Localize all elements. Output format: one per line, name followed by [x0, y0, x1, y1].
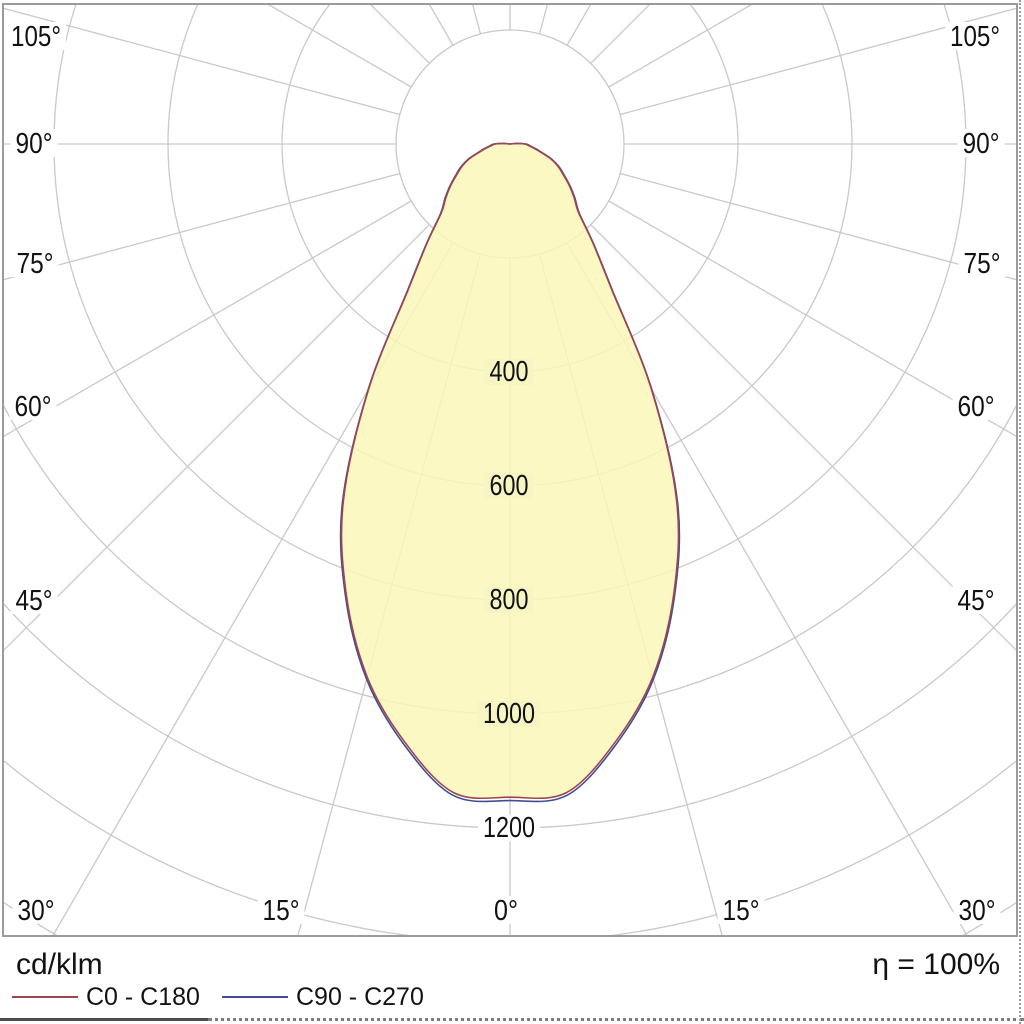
- angle-label-bg: [953, 896, 1001, 924]
- grid-ray-105: [619, 7, 1016, 116]
- angle-label-75deg: 75°: [17, 248, 54, 280]
- plot-frame: [2, 3, 1018, 937]
- grid-ray-300: [4, 200, 412, 437]
- grid-ray-330: [52, 242, 454, 935]
- ring-label-600: 600: [490, 470, 529, 502]
- angle-label-bg: [945, 22, 1005, 50]
- angle-label-bg: [952, 586, 1000, 614]
- window-edge-right-dotted: [1019, 0, 1021, 1024]
- ring-label-1000: 1000: [483, 698, 535, 730]
- angle-label-bg: [958, 249, 1006, 277]
- legend-line-c0-c180: [12, 996, 78, 998]
- ring-label-400: 400: [490, 356, 529, 388]
- curve-c0-c180: [340, 142, 680, 800]
- angle-label-60deg: 60°: [15, 391, 52, 423]
- ring-label-1200: 1200: [483, 812, 535, 844]
- grid-ray-75: [619, 172, 1016, 281]
- ring-label-bg: [478, 815, 540, 841]
- window-edge-bottom-dotted: [208, 1018, 1024, 1021]
- angle-label-15deg: 15°: [723, 895, 760, 927]
- ring-label-800: 800: [490, 584, 529, 616]
- angle-label-15deg: 15°: [263, 895, 300, 927]
- angle-label-90deg: 90°: [16, 128, 53, 160]
- lobe-fill: [341, 143, 679, 799]
- angle-label-bg: [717, 896, 765, 924]
- angle-label-bg: [257, 896, 305, 924]
- grid-ray-165: [538, 5, 548, 35]
- legend-line-c90-c270: [222, 996, 288, 998]
- ring-label-bg: [484, 359, 534, 385]
- efficiency-label: η = 100%: [872, 948, 1000, 981]
- angle-label-90deg: 90°: [963, 128, 1000, 160]
- angle-label-30deg: 30°: [959, 895, 996, 927]
- grid-ray-45: [590, 224, 1016, 651]
- grid-ray-195: [472, 5, 482, 35]
- angle-label-105deg: 105°: [950, 21, 1000, 53]
- grid-ray-30: [566, 242, 968, 935]
- angle-label-bg: [12, 896, 60, 924]
- angle-label-bg: [11, 249, 59, 277]
- angle-label-bg: [10, 129, 58, 157]
- ring-label-bg: [484, 587, 534, 613]
- grid-ray-315: [4, 224, 430, 651]
- grid-ray-60: [608, 200, 1016, 437]
- legend-label-c0-c180: C0 - C180: [86, 983, 200, 1011]
- window-edge-bottom-solid: [0, 1018, 208, 1021]
- grid-ray-285: [4, 172, 401, 281]
- angle-label-105deg: 105°: [11, 21, 61, 53]
- ring-label-bg: [484, 473, 534, 499]
- angle-label-bg: [952, 392, 1000, 420]
- angle-label-45deg: 45°: [958, 585, 995, 617]
- ring-label-bg: [478, 701, 540, 727]
- angle-label-bg: [489, 896, 523, 924]
- intensity-lobe: [339, 142, 681, 803]
- units-label: cd/klm: [16, 948, 103, 981]
- angle-label-bg: [9, 392, 57, 420]
- angle-label-45deg: 45°: [16, 585, 53, 617]
- angle-label-0deg: 0°: [494, 895, 518, 927]
- grid-ray-210: [428, 5, 454, 46]
- angle-label-75deg: 75°: [964, 248, 1001, 280]
- angle-label-bg: [6, 22, 66, 50]
- angle-label-60deg: 60°: [958, 391, 995, 423]
- legend-item-c0-c180: C0 - C180: [12, 984, 200, 1010]
- grid-ray-255: [4, 7, 401, 116]
- angle-label-bg: [10, 586, 58, 614]
- legend-label-c90-c270: C90 - C270: [296, 983, 424, 1011]
- legend-item-c90-c270: C90 - C270: [222, 984, 424, 1010]
- angle-label-bg: [957, 129, 1005, 157]
- angle-label-30deg: 30°: [18, 895, 55, 927]
